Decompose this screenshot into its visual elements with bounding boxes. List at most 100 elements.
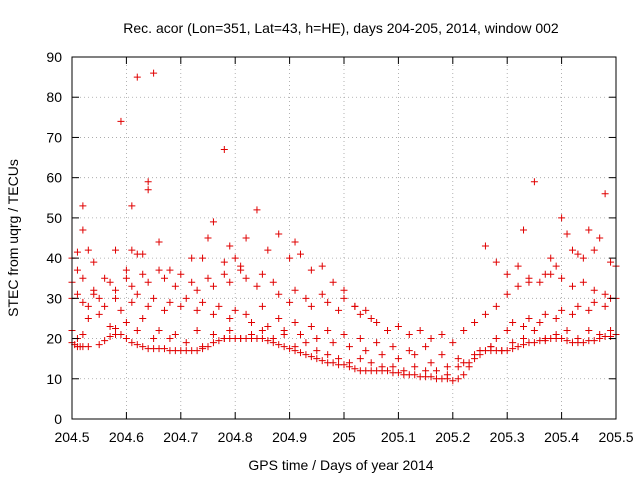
data-point	[117, 117, 125, 125]
data-point	[329, 359, 337, 367]
data-point	[280, 327, 288, 335]
data-point	[226, 278, 234, 286]
y-axis-title: STEC from uqrg / TECUs	[5, 159, 21, 317]
data-point	[144, 302, 152, 310]
data-point	[394, 369, 402, 377]
data-point	[79, 202, 87, 210]
data-point	[558, 274, 566, 282]
data-point	[454, 375, 462, 383]
data-point	[596, 331, 604, 339]
data-point	[182, 294, 190, 302]
data-point	[101, 302, 109, 310]
data-point	[128, 282, 136, 290]
data-point	[568, 282, 576, 290]
data-point	[422, 367, 430, 375]
data-point	[454, 355, 462, 363]
data-point	[563, 337, 571, 345]
data-point	[503, 290, 511, 298]
data-point	[563, 230, 571, 238]
data-point	[171, 282, 179, 290]
x-tick-label: 204.8	[218, 429, 253, 445]
data-point	[166, 335, 174, 343]
data-point	[340, 361, 348, 369]
data-point	[112, 246, 120, 254]
data-point	[220, 270, 228, 278]
data-point	[291, 238, 299, 246]
data-point	[291, 343, 299, 351]
data-point	[209, 218, 217, 226]
data-point	[226, 327, 234, 335]
data-point	[324, 327, 332, 335]
data-point	[340, 286, 348, 294]
x-tick-label: 204.5	[54, 429, 89, 445]
data-point	[378, 351, 386, 359]
data-point	[231, 254, 239, 262]
data-point	[150, 69, 158, 77]
data-point	[394, 322, 402, 330]
data-point	[215, 337, 223, 345]
data-point	[530, 178, 538, 186]
data-point	[286, 345, 294, 353]
data-point	[329, 339, 337, 347]
data-point	[443, 363, 451, 371]
data-point	[498, 347, 506, 355]
data-point	[351, 365, 359, 373]
data-point	[275, 290, 283, 298]
data-point	[133, 327, 141, 335]
data-point	[525, 278, 533, 286]
data-point	[367, 314, 375, 322]
data-point	[258, 335, 266, 343]
data-point	[411, 371, 419, 379]
data-point	[128, 298, 136, 306]
data-point	[122, 274, 130, 282]
x-tick-label: 205.5	[598, 429, 633, 445]
y-tick-label: 50	[46, 210, 62, 226]
data-point	[536, 278, 544, 286]
data-point	[558, 306, 566, 314]
data-point	[373, 318, 381, 326]
data-point	[307, 322, 315, 330]
data-point	[133, 73, 141, 81]
data-point	[248, 331, 256, 339]
data-point	[601, 190, 609, 198]
x-axis: 204.5 204.6 204.7 204.8 204.9 205 205.1 205.2 20…	[54, 57, 634, 445]
data-point	[438, 351, 446, 359]
data-point	[547, 254, 555, 262]
data-point	[291, 286, 299, 294]
data-point	[579, 278, 587, 286]
data-point	[525, 314, 533, 322]
data-point	[389, 363, 397, 371]
data-point	[324, 298, 332, 306]
y-tick-label: 0	[54, 411, 62, 427]
grid	[72, 57, 616, 419]
data-point	[144, 178, 152, 186]
data-point	[112, 325, 120, 332]
data-point	[128, 202, 136, 210]
data-point	[607, 327, 615, 335]
data-point	[449, 377, 457, 385]
x-tick-label: 205	[332, 429, 356, 445]
data-point	[607, 258, 615, 266]
data-point	[215, 302, 223, 310]
data-point	[384, 367, 392, 375]
data-point	[209, 310, 217, 318]
data-point	[492, 302, 500, 310]
data-point	[275, 230, 283, 238]
data-point	[307, 302, 315, 310]
x-tick-label: 205.4	[544, 429, 579, 445]
data-point	[199, 254, 207, 262]
data-point	[90, 258, 98, 266]
data-point	[579, 339, 587, 347]
data-point	[73, 248, 81, 256]
data-point	[601, 290, 609, 298]
x-tick-label: 204.6	[109, 429, 144, 445]
data-point	[590, 337, 598, 345]
data-point	[541, 270, 549, 278]
data-point	[345, 359, 353, 367]
data-point	[122, 335, 130, 343]
data-point	[133, 341, 141, 349]
data-point	[552, 331, 560, 339]
data-point	[449, 339, 457, 347]
data-point	[530, 339, 538, 347]
data-point	[79, 226, 87, 234]
